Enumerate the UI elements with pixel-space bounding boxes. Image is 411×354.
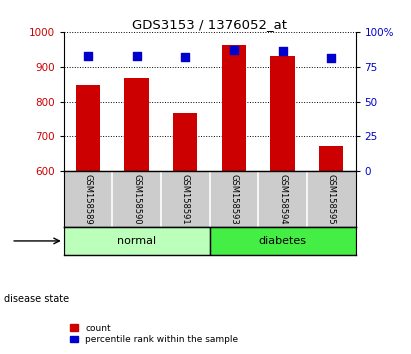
- Legend: count, percentile rank within the sample: count, percentile rank within the sample: [68, 322, 240, 346]
- Bar: [222, 45, 246, 171]
- Bar: [173, 113, 197, 171]
- Bar: [64, 227, 210, 255]
- Bar: [210, 227, 356, 255]
- Bar: [319, 146, 343, 171]
- Text: GSM158590: GSM158590: [132, 174, 141, 224]
- Title: GDS3153 / 1376052_at: GDS3153 / 1376052_at: [132, 18, 287, 31]
- Point: [133, 53, 140, 58]
- Point: [231, 47, 237, 53]
- Text: GSM158593: GSM158593: [229, 174, 238, 224]
- Bar: [270, 56, 295, 171]
- Text: normal: normal: [117, 236, 156, 246]
- Point: [85, 53, 91, 58]
- Text: GSM158589: GSM158589: [83, 174, 92, 224]
- Text: GSM158594: GSM158594: [278, 174, 287, 224]
- Text: disease state: disease state: [4, 294, 69, 304]
- Text: GSM158595: GSM158595: [327, 174, 336, 224]
- Text: diabetes: diabetes: [259, 236, 307, 246]
- Point: [279, 48, 286, 54]
- Bar: [76, 85, 100, 171]
- Point: [182, 54, 189, 60]
- Bar: [125, 78, 149, 171]
- Text: GSM158591: GSM158591: [181, 174, 190, 224]
- Point: [328, 56, 335, 61]
